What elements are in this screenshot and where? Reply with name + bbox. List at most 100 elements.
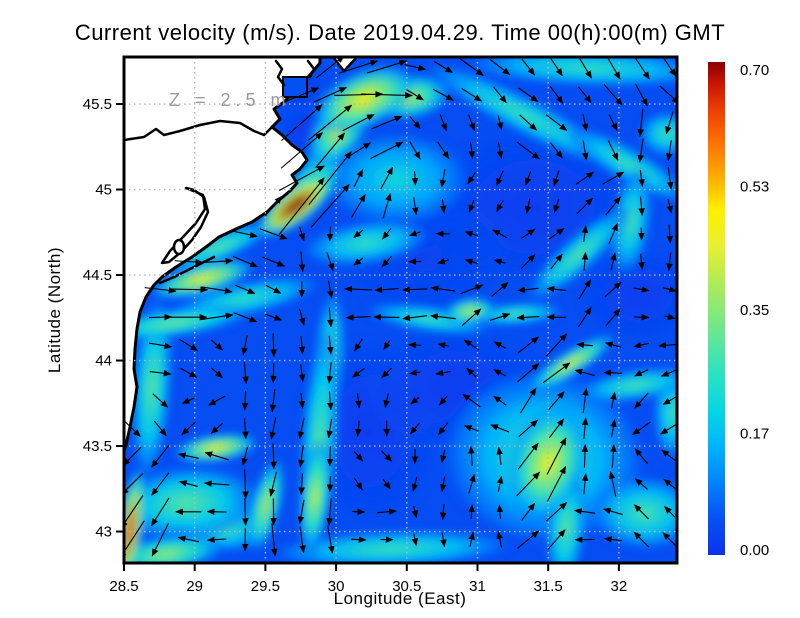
current-arrow xyxy=(204,451,229,461)
current-arrow xyxy=(315,57,345,79)
current-arrow xyxy=(520,387,537,414)
current-arrow xyxy=(666,198,673,214)
current-arrow xyxy=(355,393,362,409)
current-arrow xyxy=(578,57,593,79)
current-arrow xyxy=(438,421,449,436)
current-arrow xyxy=(344,285,372,293)
velocity-blob-green-diag-bc xyxy=(246,457,286,553)
current-arrow xyxy=(633,531,650,548)
current-arrow xyxy=(634,83,648,107)
current-arrow xyxy=(468,531,475,547)
current-arrow xyxy=(604,341,621,348)
current-arrow xyxy=(493,86,507,104)
colorbar-tick-label: 0.00 xyxy=(740,542,769,559)
colorbar-gradient xyxy=(708,62,725,555)
y-tick-label: 45 xyxy=(95,182,112,199)
current-arrow xyxy=(374,286,399,294)
current-arrow xyxy=(270,333,277,358)
current-arrow xyxy=(152,393,169,408)
current-arrow xyxy=(298,226,305,242)
current-arrow xyxy=(382,478,391,490)
current-arrow xyxy=(310,184,350,228)
current-arrow xyxy=(241,446,248,466)
current-arrow xyxy=(430,285,456,292)
current-arrow xyxy=(326,226,334,242)
current-arrow xyxy=(232,255,259,268)
y-axis-label: Latitude (North) xyxy=(45,247,64,373)
current-arrow xyxy=(519,114,538,131)
current-arrow xyxy=(464,258,478,265)
current-arrow xyxy=(361,92,413,99)
current-arrow xyxy=(210,422,224,434)
current-arrow xyxy=(270,443,277,470)
current-arrow xyxy=(326,252,335,272)
coast-detail-line xyxy=(274,59,286,87)
current-arrow xyxy=(496,531,503,548)
current-arrow xyxy=(467,172,476,185)
x-tick-label: 29 xyxy=(186,578,203,595)
current-arrow xyxy=(433,60,454,74)
current-arrow xyxy=(666,252,673,272)
current-arrow xyxy=(326,476,334,493)
current-arrow xyxy=(169,286,209,293)
x-tick-label: 31.5 xyxy=(534,578,563,595)
current-arrow xyxy=(663,57,677,77)
current-arrow xyxy=(464,230,479,238)
current-arrow xyxy=(638,253,645,270)
current-arrow xyxy=(576,341,593,349)
current-arrow xyxy=(402,314,428,322)
current-arrow xyxy=(638,169,645,187)
current-arrow xyxy=(354,338,363,352)
current-arrow xyxy=(518,87,539,103)
current-arrow xyxy=(233,312,258,323)
current-arrow xyxy=(663,478,676,490)
current-arrow xyxy=(264,195,283,217)
current-arrow xyxy=(262,256,286,267)
current-arrow xyxy=(548,227,565,240)
current-arrow xyxy=(603,84,623,106)
current-arrow xyxy=(315,132,345,169)
current-arrow xyxy=(490,424,510,433)
current-arrow xyxy=(298,309,306,326)
current-arrow xyxy=(546,437,567,475)
current-arrow xyxy=(177,535,200,543)
coast-detail-line xyxy=(124,119,274,142)
current-arrow xyxy=(278,177,325,235)
current-arrow xyxy=(545,502,568,522)
current-arrow xyxy=(179,338,199,352)
current-arrow xyxy=(581,225,589,242)
current-arrow xyxy=(661,369,677,377)
current-arrow xyxy=(366,59,408,74)
current-arrow xyxy=(381,255,392,268)
current-arrow xyxy=(581,417,589,439)
current-arrow xyxy=(313,86,347,103)
current-arrow xyxy=(496,200,504,213)
current-arrow xyxy=(280,132,323,169)
current-arrow xyxy=(203,480,230,487)
x-axis-label: Longitude (East) xyxy=(334,589,467,608)
current-arrow xyxy=(440,199,447,214)
current-arrow xyxy=(468,142,475,159)
current-arrow xyxy=(661,449,677,463)
current-arrow xyxy=(634,448,649,464)
current-arrow xyxy=(409,230,421,237)
current-arrow xyxy=(411,171,419,186)
current-arrow xyxy=(581,114,589,132)
current-arrow xyxy=(233,230,258,239)
current-arrow xyxy=(259,228,288,240)
current-arrow xyxy=(242,361,249,385)
current-arrow xyxy=(439,476,447,493)
colorbar-tick-label: 0.35 xyxy=(740,302,769,319)
current-arrow xyxy=(665,111,674,135)
current-arrow xyxy=(582,387,589,413)
current-arrow xyxy=(151,522,169,557)
current-arrow xyxy=(577,86,592,104)
current-arrow xyxy=(542,362,571,384)
current-arrow xyxy=(496,475,504,492)
current-arrow xyxy=(297,417,305,440)
current-arrow xyxy=(284,87,320,103)
current-arrow xyxy=(549,85,564,104)
current-arrow xyxy=(603,507,623,516)
colorbar-tick-label: 0.17 xyxy=(740,425,769,442)
depth-annotation: Z = 2.5 m xyxy=(169,90,291,110)
